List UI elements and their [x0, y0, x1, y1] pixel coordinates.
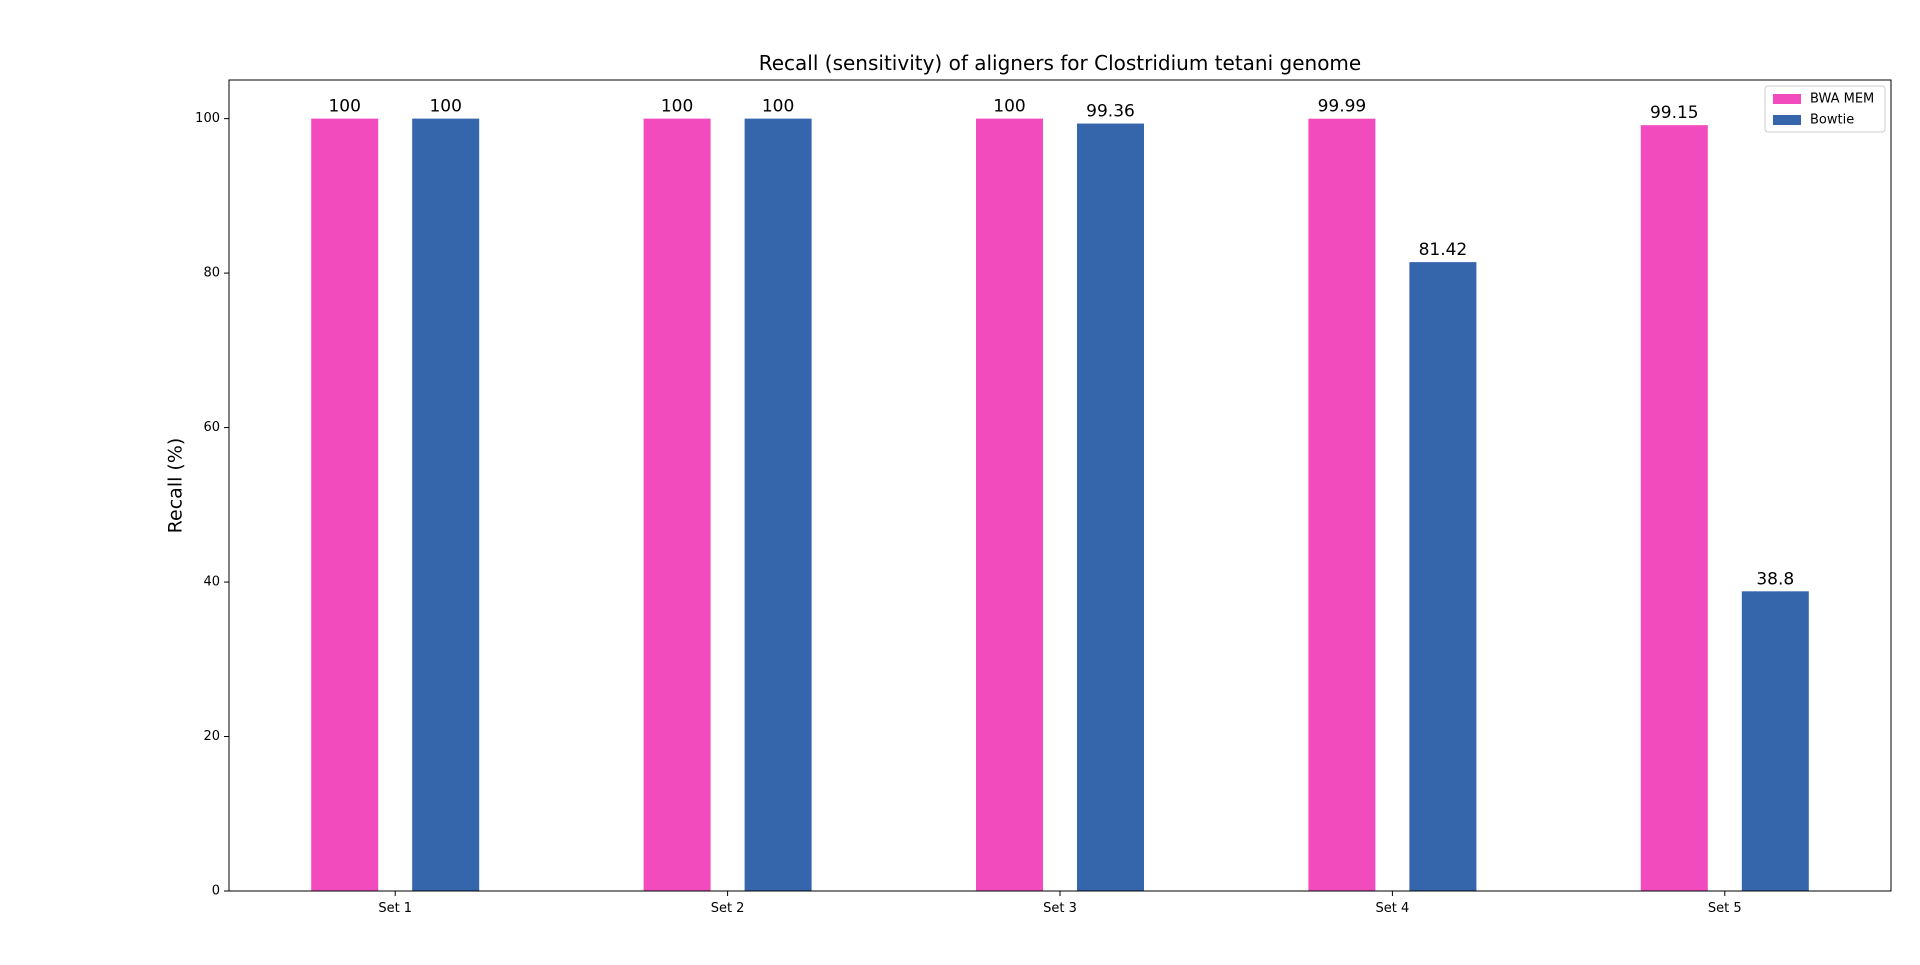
y-tick-label: 40 — [203, 575, 220, 590]
bar-value-label: 38.8 — [1756, 569, 1794, 589]
bar-bwa-mem — [1308, 118, 1376, 891]
y-tick-label: 0 — [212, 884, 220, 899]
bar-bwa-mem — [311, 118, 379, 892]
y-tick-label: 100 — [195, 111, 220, 126]
y-tick-label: 80 — [203, 266, 220, 281]
legend: BWA MEM Bowtie — [1764, 85, 1886, 133]
x-tick-label: Set 2 — [711, 901, 745, 916]
x-axis: Set 1 Set 2 Set 3 Set 4 Set 5 — [378, 891, 1742, 916]
y-axis: 0 20 40 60 80 100 — [195, 111, 229, 899]
x-tick-label: Set 1 — [378, 901, 412, 916]
legend-label: BWA MEM — [1810, 92, 1874, 107]
legend-swatch — [1773, 94, 1801, 104]
bar-bwa-mem — [976, 118, 1043, 892]
bar-series-group — [311, 118, 1809, 892]
y-axis-label: Recall (%) — [165, 438, 187, 534]
bar-value-label: 99.15 — [1650, 103, 1699, 123]
legend-label: Bowtie — [1810, 113, 1854, 128]
x-tick-label: Set 3 — [1043, 901, 1077, 916]
bar-bowtie — [1409, 262, 1477, 891]
bar-bowtie — [412, 118, 480, 892]
bar-value-label: 81.42 — [1419, 240, 1468, 260]
x-tick-label: Set 5 — [1708, 901, 1742, 916]
bar-bowtie — [1077, 123, 1144, 892]
bar-bowtie — [744, 118, 812, 892]
x-tick-label: Set 4 — [1376, 901, 1410, 916]
bar-value-label: 99.36 — [1086, 102, 1135, 122]
bar-value-label: 99.99 — [1318, 97, 1367, 117]
bar-value-label: 100 — [993, 97, 1025, 117]
legend-swatch — [1773, 115, 1801, 125]
bar-value-label: 100 — [429, 97, 461, 117]
y-tick-label: 60 — [203, 420, 220, 435]
y-tick-label: 20 — [203, 729, 220, 744]
bar-value-label: 100 — [762, 97, 794, 117]
chart-title: Recall (sensitivity) of aligners for Clo… — [759, 51, 1361, 75]
bar-bowtie — [1741, 591, 1809, 891]
bar-value-label: 100 — [661, 97, 693, 117]
bar-bwa-mem — [643, 118, 711, 892]
bar-bwa-mem — [1640, 125, 1708, 892]
bar-value-label: 100 — [328, 97, 360, 117]
bar-value-labels: 100 100 100 100 100 99.36 99.99 81.42 99.15 38.8 — [328, 97, 1794, 590]
plot-frame — [228, 79, 1892, 892]
